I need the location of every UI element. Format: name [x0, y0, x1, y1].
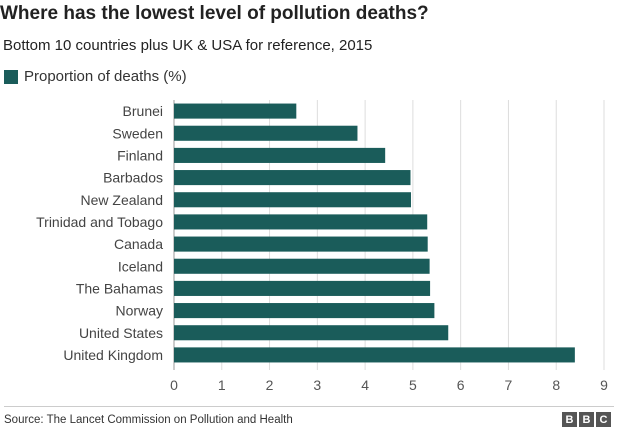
legend-label: Proportion of deaths (%): [24, 68, 187, 85]
x-tick-label: 2: [266, 377, 274, 393]
legend: Proportion of deaths (%): [4, 68, 187, 85]
x-tick-label: 8: [552, 377, 560, 393]
x-tick-label: 0: [170, 377, 178, 393]
bar: [174, 103, 297, 119]
bar: [174, 170, 411, 186]
x-tick-label: 5: [409, 377, 417, 393]
bar-chart: Brunei Sweden Finland Barbados New Zealand Tr…: [36, 100, 608, 393]
category-labels: Brunei Sweden Finland Barbados New Zealand Tr…: [36, 103, 163, 363]
category-label: Finland: [117, 147, 163, 163]
bbc-logo-letter: C: [596, 412, 611, 427]
x-tick-label: 4: [361, 377, 369, 393]
footer-divider: [4, 406, 614, 407]
x-tick-label: 7: [505, 377, 513, 393]
x-tick-labels: 0 1 2 3 4 5 6 7 8 9: [170, 377, 608, 393]
x-tick-label: 3: [313, 377, 321, 393]
bar: [174, 325, 449, 341]
chart-subtitle: Bottom 10 countries plus UK & USA for re…: [3, 37, 373, 54]
category-label: The Bahamas: [76, 280, 163, 296]
category-label: United Kingdom: [63, 347, 163, 363]
category-label: United States: [79, 325, 163, 341]
category-label: Barbados: [103, 170, 163, 186]
bar-layer: [174, 103, 575, 363]
category-label: Iceland: [118, 258, 163, 274]
chart-title: Where has the lowest level of pollution …: [0, 3, 429, 24]
category-label: Canada: [114, 236, 163, 252]
bar: [174, 147, 386, 163]
source-note: Source: The Lancet Commission on Polluti…: [4, 414, 293, 426]
category-label: Trinidad and Tobago: [36, 214, 163, 230]
bar: [174, 258, 430, 274]
category-label: New Zealand: [81, 192, 164, 208]
grid-layer: [173, 100, 605, 370]
bar: [174, 125, 358, 141]
bar: [174, 192, 411, 208]
category-label: Sweden: [112, 125, 163, 141]
bar: [174, 280, 431, 296]
x-tick-label: 1: [218, 377, 226, 393]
bar: [174, 236, 428, 252]
legend-swatch: [4, 69, 18, 84]
bbc-logo-letter: B: [579, 412, 594, 427]
bbc-logo-letter: B: [562, 412, 577, 427]
bar: [174, 214, 428, 230]
bar: [174, 303, 435, 319]
category-label: Brunei: [123, 103, 163, 119]
bbc-logo: B B C: [560, 412, 611, 427]
x-tick-label: 9: [600, 377, 608, 393]
x-tick-label: 6: [457, 377, 465, 393]
bar: [174, 347, 575, 363]
category-label: Norway: [116, 303, 163, 319]
